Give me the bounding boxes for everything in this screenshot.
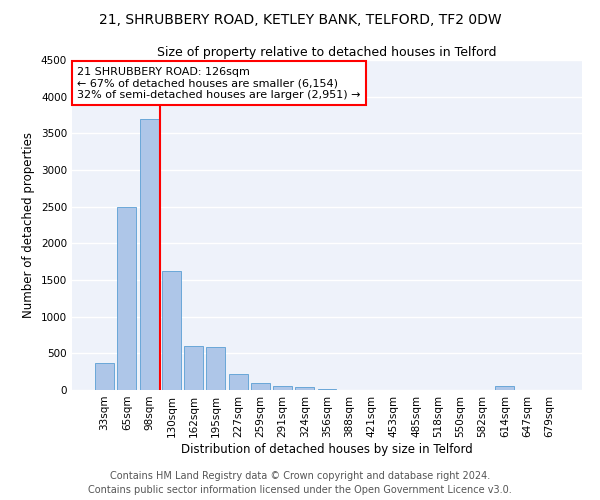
Bar xyxy=(140,118,158,390)
X-axis label: Distribution of detached houses by size in Telford: Distribution of detached houses by size … xyxy=(181,442,473,456)
Bar xyxy=(118,206,136,390)
Text: Contains HM Land Registry data © Crown copyright and database right 2024.
Contai: Contains HM Land Registry data © Crown c… xyxy=(88,471,512,495)
Bar xyxy=(206,346,225,390)
Bar xyxy=(251,382,270,390)
Bar xyxy=(496,386,514,390)
Title: Size of property relative to detached houses in Telford: Size of property relative to detached ho… xyxy=(157,46,497,59)
Bar xyxy=(317,389,337,390)
Bar xyxy=(273,386,292,390)
Bar xyxy=(95,362,114,390)
Text: 21, SHRUBBERY ROAD, KETLEY BANK, TELFORD, TF2 0DW: 21, SHRUBBERY ROAD, KETLEY BANK, TELFORD… xyxy=(98,12,502,26)
Bar xyxy=(184,346,203,390)
Bar xyxy=(162,271,181,390)
Bar xyxy=(229,374,248,390)
Bar xyxy=(295,386,314,390)
Text: 21 SHRUBBERY ROAD: 126sqm
← 67% of detached houses are smaller (6,154)
32% of se: 21 SHRUBBERY ROAD: 126sqm ← 67% of detac… xyxy=(77,66,361,100)
Y-axis label: Number of detached properties: Number of detached properties xyxy=(22,132,35,318)
